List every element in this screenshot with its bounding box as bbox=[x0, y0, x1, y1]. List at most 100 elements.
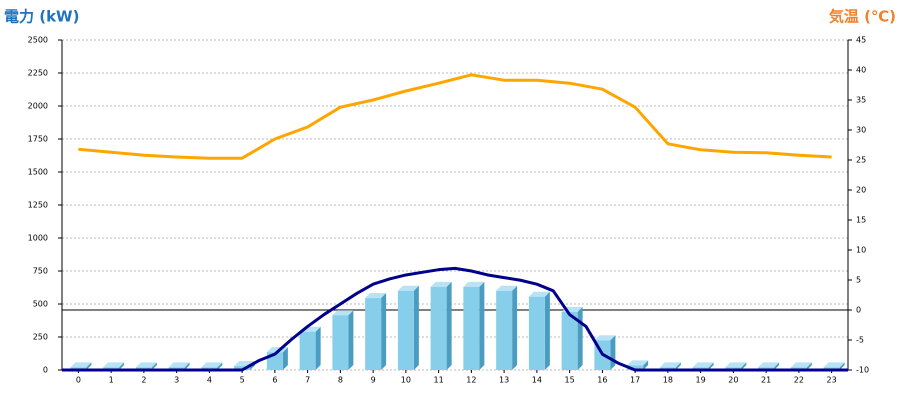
bar bbox=[397, 290, 414, 370]
bar-top bbox=[332, 310, 354, 316]
y-tick-label: 1500 bbox=[28, 168, 48, 177]
right-axis-title: 気温 (℃) bbox=[829, 8, 896, 26]
bar-top bbox=[692, 362, 714, 368]
bar-side bbox=[479, 281, 485, 370]
bar-top bbox=[397, 285, 419, 291]
bar-side bbox=[282, 347, 288, 370]
y2-tick-label: 25 bbox=[856, 156, 866, 165]
bar-side bbox=[119, 362, 125, 370]
x-tick-label: 1 bbox=[109, 376, 114, 385]
bar bbox=[496, 290, 513, 370]
y-tick-label: 1250 bbox=[28, 201, 48, 210]
x-tick-label: 11 bbox=[434, 376, 444, 385]
x-tick-label: 18 bbox=[663, 376, 673, 385]
y2-tick-label: -10 bbox=[856, 366, 869, 375]
y-tick-label: 750 bbox=[33, 267, 48, 276]
bar bbox=[463, 286, 480, 370]
bar-side bbox=[839, 362, 845, 370]
y2-tick-label: -5 bbox=[856, 336, 864, 345]
x-tick-label: 5 bbox=[240, 376, 245, 385]
bar bbox=[528, 296, 545, 370]
bar-top bbox=[496, 285, 518, 291]
y-tick-label: 1750 bbox=[28, 135, 48, 144]
y2-tick-label: 45 bbox=[856, 36, 866, 45]
x-tick-label: 10 bbox=[401, 376, 411, 385]
x-tick-label: 16 bbox=[597, 376, 607, 385]
bar-side bbox=[806, 362, 812, 370]
y-tick-label: 500 bbox=[33, 300, 48, 309]
bar-top bbox=[627, 360, 649, 366]
x-tick-label: 21 bbox=[761, 376, 771, 385]
bar-side bbox=[381, 293, 387, 370]
x-tick-label: 4 bbox=[207, 376, 212, 385]
line bbox=[62, 266, 848, 372]
x-tick-label: 23 bbox=[827, 376, 837, 385]
bar-side bbox=[544, 291, 550, 370]
y2-tick-label: 40 bbox=[856, 66, 866, 75]
x-tick-label: 14 bbox=[532, 376, 542, 385]
bar-side bbox=[86, 362, 92, 370]
bar-side bbox=[446, 281, 452, 370]
bar-top bbox=[725, 362, 747, 368]
bar bbox=[627, 365, 644, 370]
bar-side bbox=[315, 326, 321, 370]
x-tick-label: 9 bbox=[371, 376, 376, 385]
x-tick-label: 19 bbox=[696, 376, 706, 385]
bar-side bbox=[184, 362, 190, 370]
x-tick-label: 6 bbox=[272, 376, 277, 385]
bar bbox=[332, 315, 349, 370]
x-tick-label: 20 bbox=[728, 376, 738, 385]
bar-side bbox=[512, 285, 518, 370]
bar bbox=[430, 286, 447, 370]
bar-top bbox=[135, 362, 157, 368]
y-tick-label: 0 bbox=[43, 366, 48, 375]
line bbox=[78, 73, 832, 160]
y2-tick-label: 5 bbox=[856, 276, 861, 285]
bar-top bbox=[823, 362, 845, 368]
x-tick-label: 7 bbox=[305, 376, 310, 385]
bar-side bbox=[774, 362, 780, 370]
bar-top bbox=[201, 362, 223, 368]
x-tick-label: 12 bbox=[466, 376, 476, 385]
x-tick-label: 3 bbox=[174, 376, 179, 385]
bar-top bbox=[168, 362, 190, 368]
bar bbox=[234, 366, 251, 370]
y2-tick-label: 0 bbox=[856, 306, 861, 315]
y-tick-label: 250 bbox=[33, 333, 48, 342]
bar-top bbox=[659, 362, 681, 368]
bar-side bbox=[577, 306, 583, 370]
chart-title: 電力 (kW) bbox=[4, 8, 79, 26]
y2-tick-label: 35 bbox=[856, 96, 866, 105]
bar-side bbox=[675, 362, 681, 370]
bar bbox=[561, 311, 578, 370]
bar-top bbox=[758, 362, 780, 368]
bar-top bbox=[103, 362, 125, 368]
y-tick-label: 1000 bbox=[28, 234, 48, 243]
y2-tick-label: 30 bbox=[856, 126, 866, 135]
bar-top bbox=[463, 281, 485, 287]
bar-top bbox=[528, 291, 550, 297]
bar-side bbox=[741, 362, 747, 370]
bar-side bbox=[610, 335, 616, 370]
y2-tick-label: 20 bbox=[856, 186, 866, 195]
x-tick-label: 22 bbox=[794, 376, 804, 385]
bar bbox=[365, 298, 382, 370]
x-tick-label: 0 bbox=[76, 376, 81, 385]
bar-side bbox=[643, 360, 649, 370]
y2-tick-label: 15 bbox=[856, 216, 866, 225]
bar-side bbox=[217, 362, 223, 370]
bar bbox=[299, 331, 316, 370]
bar-side bbox=[413, 285, 419, 370]
bar-top bbox=[594, 335, 616, 341]
y-tick-label: 2250 bbox=[28, 69, 48, 78]
y-tick-label: 2000 bbox=[28, 102, 48, 111]
bar-top bbox=[430, 281, 452, 287]
y2-tick-label: 10 bbox=[856, 246, 866, 255]
bar-top bbox=[790, 362, 812, 368]
x-tick-label: 2 bbox=[141, 376, 146, 385]
x-tick-label: 15 bbox=[565, 376, 575, 385]
bar-side bbox=[708, 362, 714, 370]
x-tick-label: 13 bbox=[499, 376, 509, 385]
bar-top bbox=[70, 362, 92, 368]
